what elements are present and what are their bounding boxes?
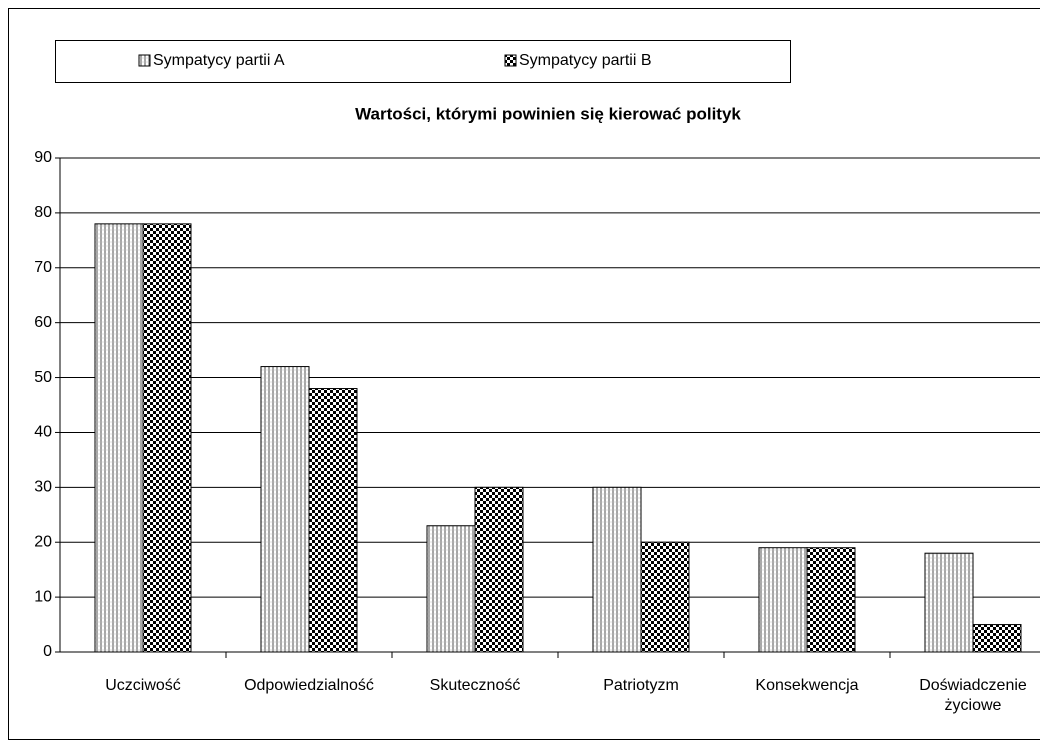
legend-box — [55, 40, 791, 83]
legend-swatch — [504, 54, 517, 67]
x-tick-label: Odpowiedzialność — [244, 677, 374, 694]
x-tick-label: Skuteczność — [430, 677, 521, 694]
x-tick-label: Doświadczenie życiowe — [919, 677, 1027, 714]
y-tick-label: 40 — [34, 424, 52, 441]
bar — [426, 525, 476, 653]
legend-swatch — [138, 54, 151, 67]
legend-label: Sympatycy partii A — [153, 52, 285, 69]
bar — [972, 624, 1022, 653]
y-tick-label: 20 — [34, 533, 52, 550]
y-tick-label: 30 — [34, 479, 52, 496]
bar — [308, 388, 358, 653]
y-tick-label: 50 — [34, 369, 52, 386]
y-tick-label: 60 — [34, 314, 52, 331]
y-tick-label: 90 — [34, 149, 52, 166]
y-tick-label: 70 — [34, 259, 52, 276]
legend-label: Sympatycy partii B — [519, 52, 651, 69]
x-tick-label: Uczciwość — [105, 677, 181, 694]
y-tick-label: 10 — [34, 588, 52, 605]
bar — [94, 223, 144, 653]
bar — [260, 366, 310, 653]
bar — [142, 223, 192, 653]
x-tick-label: Patriotyzm — [603, 677, 679, 694]
bar — [758, 547, 808, 653]
bar — [806, 547, 856, 653]
bar — [924, 552, 974, 653]
y-tick-label: 80 — [34, 204, 52, 221]
bar — [640, 541, 690, 653]
bar — [474, 486, 524, 653]
y-tick-label: 0 — [43, 643, 52, 660]
x-tick-label: Konsekwencja — [755, 677, 858, 694]
chart-border — [8, 8, 1040, 740]
chart-title: Wartości, którymi powinien się kierować … — [355, 104, 741, 123]
bar — [592, 486, 642, 653]
